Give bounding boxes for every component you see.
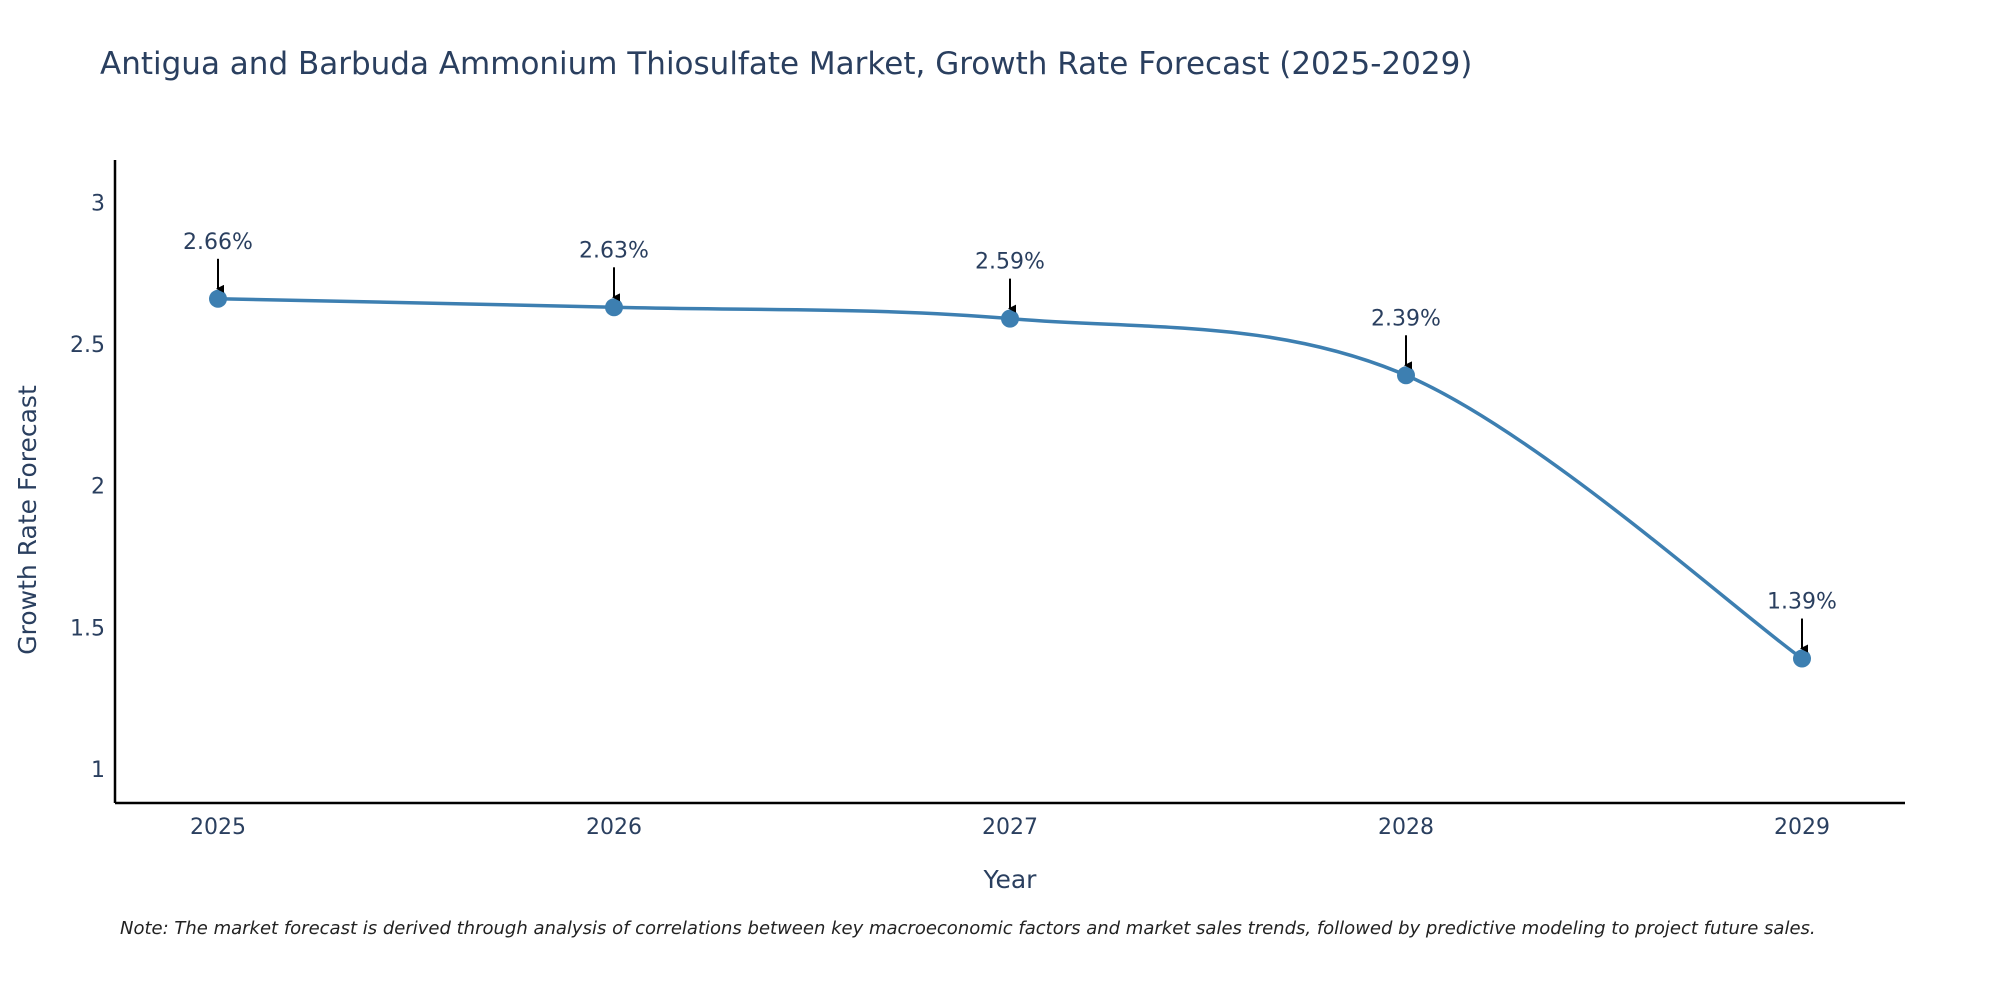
data-point [209, 289, 227, 308]
y-tick-label: 2.5 [70, 333, 105, 358]
x-tick-label: 2025 [190, 815, 246, 840]
x-axis-title: Year [983, 865, 1038, 894]
y-tick-label: 1.5 [70, 616, 105, 641]
y-tick-label: 1 [91, 758, 105, 783]
y-tick-label: 3 [91, 191, 105, 216]
data-label: 1.39% [1767, 590, 1837, 615]
data-label: 2.59% [975, 250, 1045, 275]
data-label: 2.63% [579, 238, 649, 263]
chart-title: Antigua and Barbuda Ammonium Thiosulfate… [100, 46, 1473, 82]
y-tick-label: 2 [91, 475, 105, 500]
data-point [1001, 309, 1019, 328]
data-point [1793, 649, 1811, 668]
data-label: 2.39% [1371, 306, 1441, 331]
y-axis-title: Growth Rate Forecast [13, 385, 42, 655]
data-point [605, 298, 623, 317]
x-tick-label: 2029 [1774, 815, 1830, 840]
data-point [1397, 366, 1415, 385]
footnote: Note: The market forecast is derived thr… [120, 918, 1816, 939]
x-tick-label: 2026 [586, 815, 642, 840]
series-line [217, 297, 1804, 660]
x-tick-label: 2028 [1378, 815, 1434, 840]
x-tick-label: 2027 [982, 815, 1038, 840]
data-label: 2.66% [183, 230, 253, 255]
